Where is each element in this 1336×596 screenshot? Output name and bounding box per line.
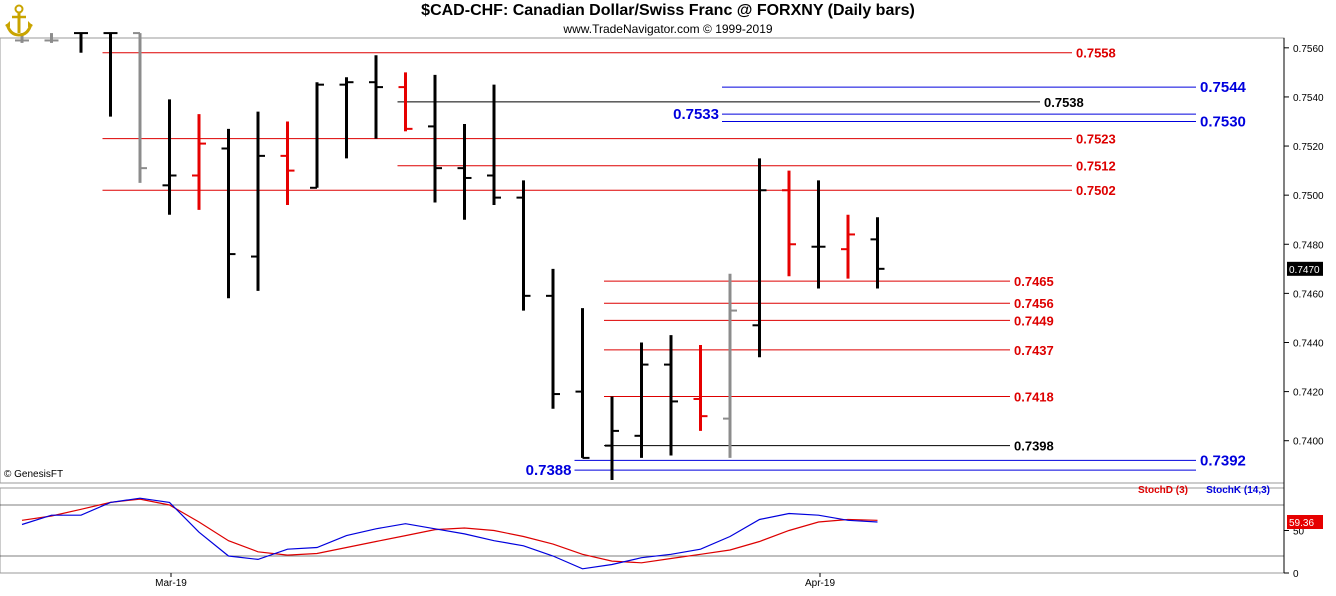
last-price-badge xyxy=(1287,261,1323,276)
level-label-10: 0.7449 xyxy=(1014,313,1054,328)
stoch-series-line-1 xyxy=(21,497,878,570)
ohlc-bar-22 xyxy=(664,335,678,456)
ohlc-bar-28 xyxy=(841,214,855,279)
ohlc-bar-10 xyxy=(310,82,324,189)
ohlc-bar-7 xyxy=(221,128,236,299)
ohlc-bar-12 xyxy=(369,55,383,139)
level-label-12: 0.7418 xyxy=(1014,390,1054,405)
legend-stochd: StochD (3) xyxy=(1138,485,1188,496)
ohlc-bar-14 xyxy=(428,74,442,203)
stoch-last-label: 59.36 xyxy=(1289,518,1314,529)
ohlc-bar-11 xyxy=(339,77,354,159)
level-label-5: 0.7523 xyxy=(1076,132,1116,147)
level-label-3: 0.7533 xyxy=(673,106,719,123)
level-label-11: 0.7437 xyxy=(1014,343,1054,358)
level-label-4: 0.7530 xyxy=(1200,113,1246,130)
ohlc-bar-3 xyxy=(103,32,118,117)
level-label-9: 0.7456 xyxy=(1014,296,1054,311)
ohlc-bar-24 xyxy=(723,273,737,458)
ohlc-bar-29 xyxy=(870,217,885,289)
y-tick-label-6: 0.7440 xyxy=(1293,338,1324,349)
y-tick-label-4: 0.7480 xyxy=(1293,240,1324,251)
stoch-y-tick-label-1: 0 xyxy=(1293,569,1299,580)
ohlc-bar-8 xyxy=(251,111,265,291)
ohlc-bar-4 xyxy=(133,32,147,183)
level-label-1: 0.7544 xyxy=(1200,79,1247,96)
stoch-panel-frame xyxy=(0,487,1285,574)
last-price-label: 0.7470 xyxy=(1289,265,1320,276)
ohlc-bar-2 xyxy=(74,32,88,53)
level-label-2: 0.7538 xyxy=(1044,95,1084,110)
ohlc-bar-19 xyxy=(575,308,590,459)
y-tick-label-5: 0.7460 xyxy=(1293,289,1324,300)
ohlc-bar-25 xyxy=(752,158,767,358)
chart-subtitle: www.TradeNavigator.com © 1999-2019 xyxy=(563,22,773,36)
ohlc-bar-18 xyxy=(546,268,560,409)
ohlc-bar-20 xyxy=(605,396,619,480)
level-label-15: 0.7388 xyxy=(526,462,572,479)
stoch-last-badge xyxy=(1287,515,1323,529)
anchor-logo-icon xyxy=(5,4,33,37)
y-tick-label-7: 0.7420 xyxy=(1293,388,1324,399)
level-label-13: 0.7398 xyxy=(1014,439,1054,454)
ohlc-bar-16 xyxy=(487,84,501,205)
chart-title: $CAD-CHF: Canadian Dollar/Swiss Franc @ … xyxy=(421,2,915,19)
level-label-8: 0.7465 xyxy=(1014,274,1054,289)
level-label-7: 0.7502 xyxy=(1076,183,1116,198)
level-label-0: 0.7558 xyxy=(1076,46,1116,61)
ohlc-bar-5 xyxy=(162,99,177,215)
ohlc-bar-15 xyxy=(457,123,472,220)
y-tick-label-0: 0.7560 xyxy=(1293,44,1324,55)
ohlc-bar-13 xyxy=(398,72,413,132)
ohlc-bar-26 xyxy=(782,170,796,277)
ohlc-bar-9 xyxy=(280,121,295,205)
x-tick-label-1: Apr-19 xyxy=(805,578,835,589)
ohlc-bar-21 xyxy=(634,342,649,458)
data-credit: © GenesisFT xyxy=(4,469,64,480)
stoch-y-tick-label-0: 50 xyxy=(1293,527,1305,538)
level-label-6: 0.7512 xyxy=(1076,159,1116,174)
legend-stochk: StochK (14,3) xyxy=(1206,485,1270,496)
ohlc-bar-27 xyxy=(811,180,826,289)
ohlc-bar-23 xyxy=(693,344,708,431)
y-tick-label-3: 0.7500 xyxy=(1293,191,1324,202)
y-tick-label-1: 0.7540 xyxy=(1293,93,1324,104)
level-label-14: 0.7392 xyxy=(1200,452,1246,469)
ohlc-bar-1 xyxy=(44,33,59,43)
ohlc-bar-17 xyxy=(516,180,531,311)
ohlc-bar-6 xyxy=(192,114,206,210)
stoch-series-line-0 xyxy=(21,498,878,564)
x-tick-label-0: Mar-19 xyxy=(155,578,187,589)
y-tick-label-8: 0.7400 xyxy=(1293,437,1324,448)
y-tick-label-2: 0.7520 xyxy=(1293,142,1324,153)
